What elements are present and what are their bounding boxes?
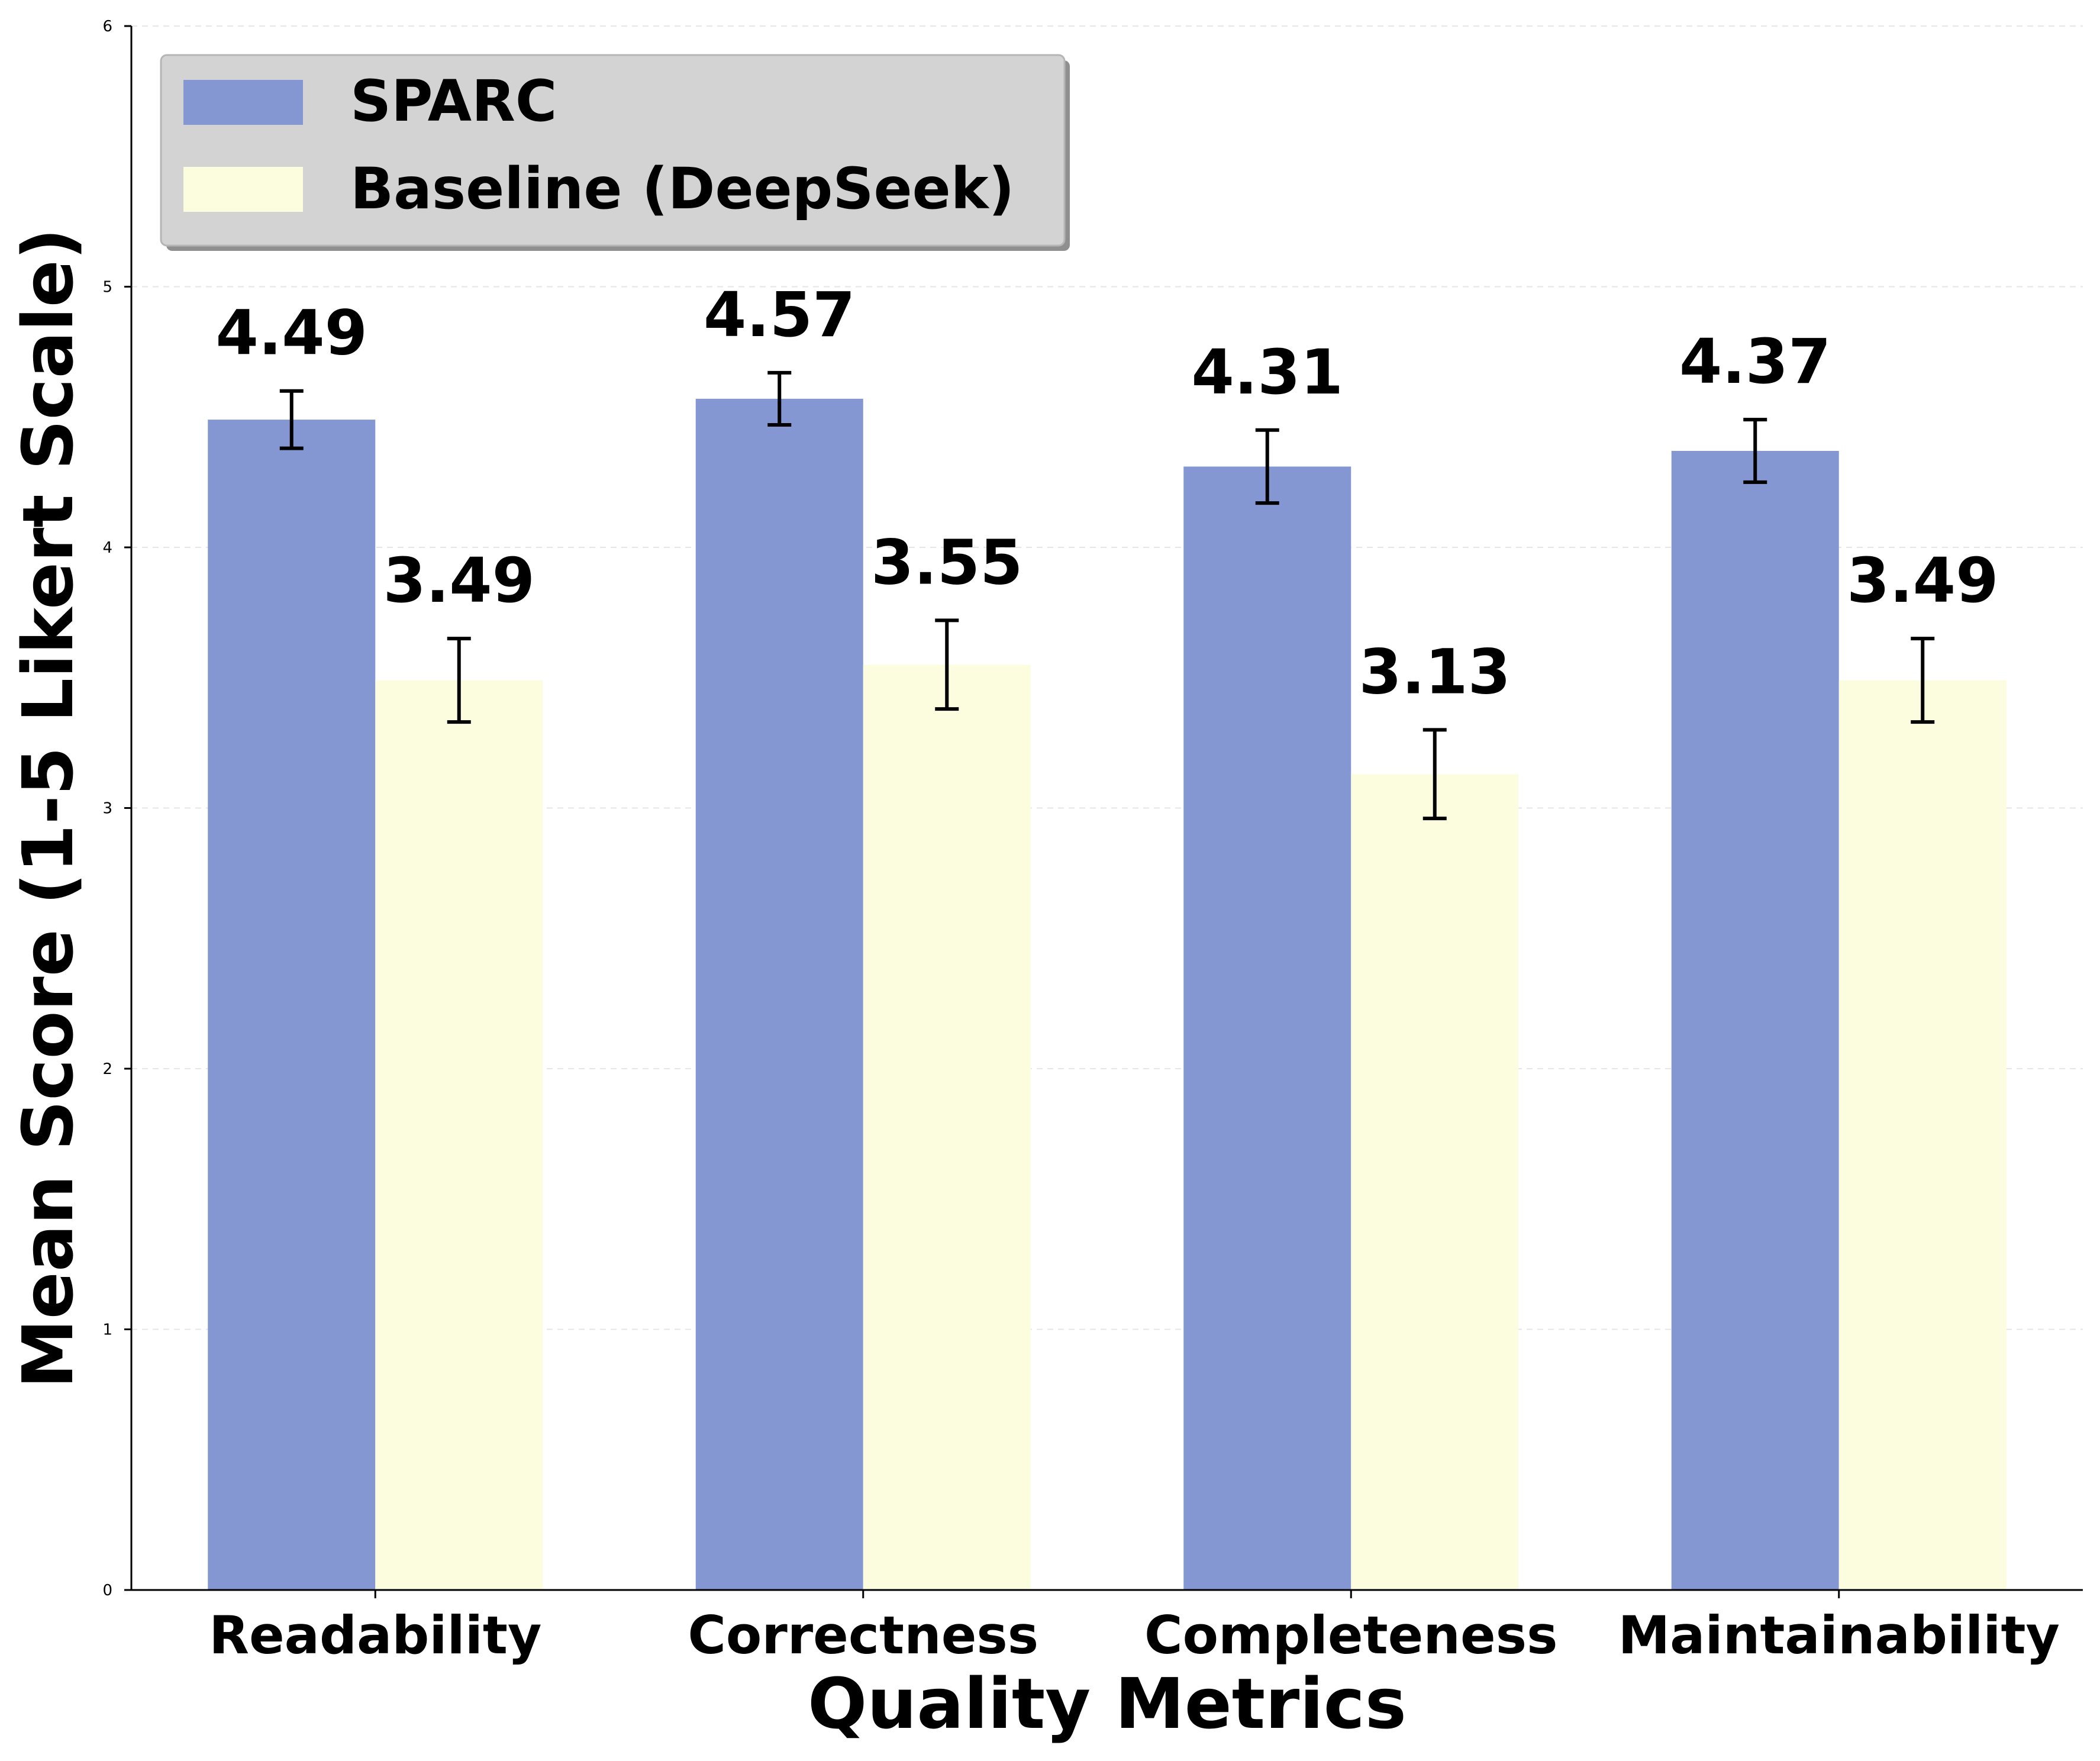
bar-baseline	[1351, 774, 1519, 1590]
bar-baseline	[375, 680, 543, 1590]
x-axis-label: Quality Metrics	[808, 1663, 1407, 1744]
x-tick-label: Completeness	[1144, 1605, 1557, 1666]
bar-sparc	[695, 398, 863, 1590]
bar-sparc	[1183, 466, 1351, 1590]
y-tick-label: 0	[102, 1582, 112, 1599]
y-tick-label: 6	[102, 18, 112, 36]
legend-label-baseline: Baseline (DeepSeek)	[350, 156, 1014, 222]
y-ticks: 0 1 2 3 4 5 6	[102, 18, 131, 1599]
y-tick-label: 4	[102, 539, 112, 557]
data-label: 3.49	[383, 544, 535, 617]
x-ticks: Readability Correctness Completeness Mainta…	[209, 1590, 2060, 1666]
legend-swatch-sparc	[183, 80, 303, 125]
legend-label-sparc: SPARC	[350, 68, 557, 134]
data-label: 4.57	[704, 279, 856, 351]
legend-swatch-baseline	[183, 167, 303, 212]
y-tick-label: 1	[102, 1321, 112, 1339]
y-tick-label: 5	[102, 279, 112, 296]
y-axis-label: Mean Score (1-5 Likert Scale)	[7, 228, 89, 1388]
bar-baseline	[1838, 680, 2007, 1590]
legend-box	[160, 54, 1066, 247]
data-label: 4.49	[215, 297, 367, 369]
data-label: 3.49	[1847, 544, 1999, 617]
bar-baseline	[863, 665, 1031, 1590]
x-tick-label: Correctness	[688, 1605, 1038, 1666]
value-labels: 4.49 3.49 4.57 3.55 4.31 3.13 4.37 3.49	[215, 279, 1998, 708]
data-label: 4.37	[1679, 325, 1831, 398]
x-tick-label: Maintainability	[1618, 1605, 2060, 1666]
data-label: 3.55	[871, 526, 1023, 598]
bars	[208, 398, 2007, 1590]
y-tick-label: 3	[102, 800, 112, 818]
bar-sparc	[1671, 451, 1839, 1590]
error-bars	[279, 370, 1935, 821]
data-label: 4.31	[1191, 336, 1343, 408]
y-tick-label: 2	[102, 1060, 112, 1078]
bar-sparc	[208, 420, 376, 1590]
legend: SPARC Baseline (DeepSeek)	[160, 54, 1070, 251]
data-label: 3.13	[1359, 636, 1511, 708]
x-tick-label: Readability	[209, 1605, 541, 1666]
